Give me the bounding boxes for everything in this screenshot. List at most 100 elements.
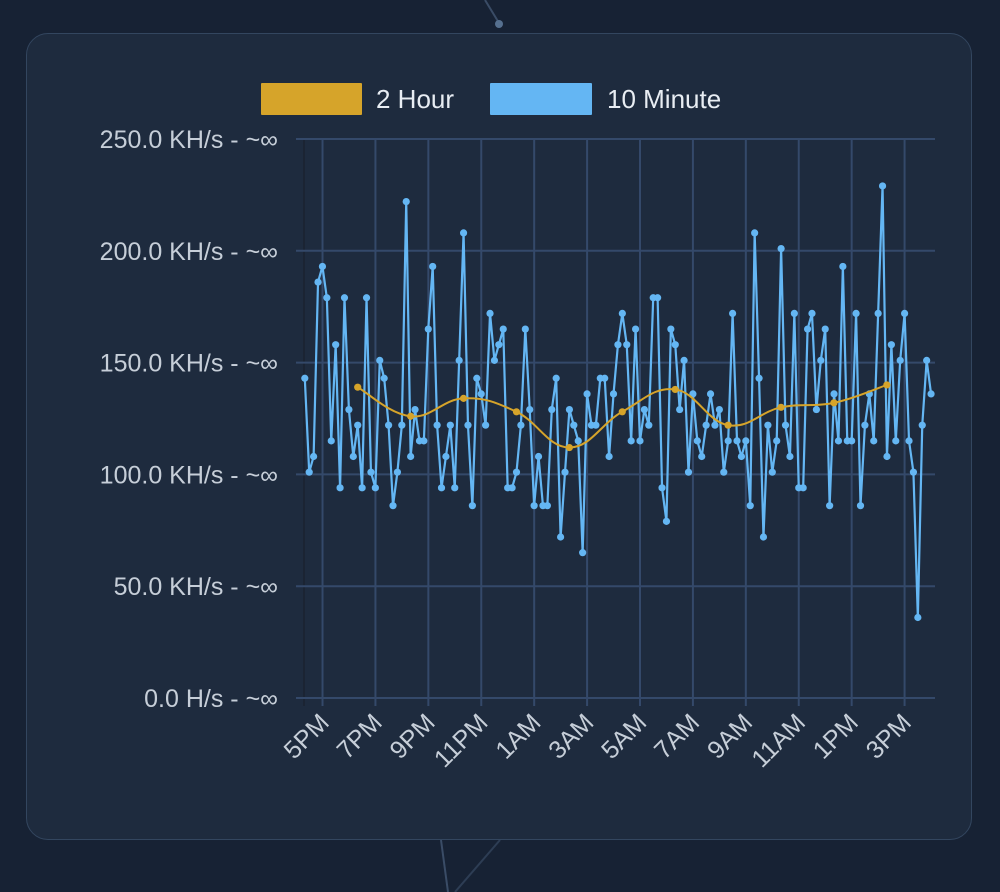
data-point-10-minute[interactable] <box>495 341 503 349</box>
data-point-10-minute[interactable] <box>751 229 759 237</box>
data-point-10-minute[interactable] <box>742 437 750 445</box>
data-point-10-minute[interactable] <box>548 405 556 414</box>
data-point-10-minute[interactable] <box>442 452 450 461</box>
data-point-10-minute[interactable] <box>437 484 446 492</box>
data-point-10-minute[interactable] <box>446 421 454 429</box>
data-point-10-minute[interactable] <box>883 452 891 461</box>
data-point-10-minute[interactable] <box>340 294 349 302</box>
data-point-10-minute[interactable] <box>777 244 785 253</box>
legend-swatch-10-minute[interactable] <box>490 83 592 115</box>
data-point-10-minute[interactable] <box>715 405 723 414</box>
data-point-10-minute[interactable] <box>380 374 388 382</box>
data-point-10-minute[interactable] <box>821 325 829 333</box>
data-point-10-minute[interactable] <box>349 452 357 461</box>
data-point-10-minute[interactable] <box>468 502 476 510</box>
data-point-10-minute[interactable] <box>654 294 662 302</box>
data-point-10-minute[interactable] <box>490 356 499 364</box>
data-point-10-minute[interactable] <box>583 390 591 398</box>
data-point-10-minute[interactable] <box>517 421 525 429</box>
legend[interactable]: 2 Hour 10 Minute <box>261 83 721 115</box>
data-point-10-minute[interactable] <box>887 341 895 349</box>
data-point-10-minute[interactable] <box>896 356 904 364</box>
data-point-10-minute[interactable] <box>636 437 644 445</box>
data-point-10-minute[interactable] <box>764 421 772 429</box>
data-point-10-minute[interactable] <box>314 278 322 286</box>
data-point-10-minute[interactable] <box>592 421 600 429</box>
data-point-10-minute[interactable] <box>640 405 648 414</box>
data-point-10-minute[interactable] <box>826 502 834 510</box>
data-point-10-minute[interactable] <box>411 405 419 414</box>
data-point-10-minute[interactable] <box>892 437 900 445</box>
data-point-2-hour[interactable] <box>354 383 362 391</box>
data-point-10-minute[interactable] <box>658 484 666 492</box>
data-point-2-hour[interactable] <box>830 399 838 407</box>
data-point-10-minute[interactable] <box>459 229 468 237</box>
data-point-10-minute[interactable] <box>627 437 635 445</box>
data-point-2-hour[interactable] <box>724 421 732 429</box>
data-point-10-minute[interactable] <box>729 309 737 318</box>
data-point-10-minute[interactable] <box>923 356 931 364</box>
data-point-2-hour[interactable] <box>671 385 679 394</box>
data-point-10-minute[interactable] <box>724 437 732 445</box>
data-point-2-hour[interactable] <box>883 381 891 389</box>
data-point-10-minute[interactable] <box>486 309 494 318</box>
data-point-10-minute[interactable] <box>852 309 860 318</box>
data-point-10-minute[interactable] <box>393 468 402 476</box>
data-point-10-minute[interactable] <box>803 325 812 333</box>
data-point-10-minute[interactable] <box>433 421 441 429</box>
data-point-10-minute[interactable] <box>698 452 706 461</box>
data-point-10-minute[interactable] <box>781 421 790 429</box>
data-point-10-minute[interactable] <box>512 468 521 476</box>
data-point-10-minute[interactable] <box>508 484 516 492</box>
data-point-10-minute[interactable] <box>905 437 913 445</box>
data-point-10-minute[interactable] <box>737 452 746 461</box>
data-point-10-minute[interactable] <box>526 405 534 414</box>
data-point-10-minute[interactable] <box>768 468 776 476</box>
data-point-10-minute[interactable] <box>601 374 609 382</box>
data-point-10-minute[interactable] <box>323 294 331 302</box>
data-point-10-minute[interactable] <box>711 421 719 429</box>
data-point-2-hour[interactable] <box>512 408 521 416</box>
legend-label-2-hour[interactable]: 2 Hour <box>376 84 454 114</box>
data-point-10-minute[interactable] <box>429 262 437 271</box>
data-point-10-minute[interactable] <box>499 325 507 333</box>
data-point-10-minute[interactable] <box>579 549 587 557</box>
data-point-10-minute[interactable] <box>773 437 781 445</box>
data-point-10-minute[interactable] <box>455 356 463 364</box>
data-point-10-minute[interactable] <box>534 452 543 461</box>
data-point-10-minute[interactable] <box>345 405 353 414</box>
data-point-10-minute[interactable] <box>556 533 565 541</box>
data-point-10-minute[interactable] <box>830 390 838 398</box>
data-point-10-minute[interactable] <box>909 468 918 476</box>
data-point-10-minute[interactable] <box>667 325 675 333</box>
data-point-10-minute[interactable] <box>786 452 794 461</box>
data-point-10-minute[interactable] <box>477 390 485 398</box>
data-point-10-minute[interactable] <box>543 502 551 510</box>
data-point-10-minute[interactable] <box>918 421 926 429</box>
data-point-10-minute[interactable] <box>402 198 410 206</box>
data-point-10-minute[interactable] <box>398 421 406 429</box>
data-point-10-minute[interactable] <box>367 468 375 476</box>
data-point-10-minute[interactable] <box>706 390 715 398</box>
data-point-10-minute[interactable] <box>755 374 763 382</box>
data-point-10-minute[interactable] <box>662 517 671 525</box>
data-point-10-minute[interactable] <box>759 533 768 541</box>
data-point-10-minute[interactable] <box>645 421 653 429</box>
data-point-10-minute[interactable] <box>424 325 432 333</box>
data-point-10-minute[interactable] <box>521 325 529 333</box>
data-point-10-minute[interactable] <box>817 356 825 364</box>
data-point-10-minute[interactable] <box>451 484 459 492</box>
data-point-10-minute[interactable] <box>336 484 344 492</box>
data-point-10-minute[interactable] <box>354 421 362 429</box>
data-point-10-minute[interactable] <box>389 502 397 510</box>
data-point-10-minute[interactable] <box>318 262 327 271</box>
data-point-2-hour[interactable] <box>777 403 785 411</box>
data-point-10-minute[interactable] <box>605 452 613 461</box>
data-point-10-minute[interactable] <box>614 341 622 349</box>
data-point-10-minute[interactable] <box>376 356 384 364</box>
data-point-10-minute[interactable] <box>861 421 869 429</box>
data-point-10-minute[interactable] <box>407 452 415 461</box>
data-point-10-minute[interactable] <box>684 468 693 476</box>
data-point-10-minute[interactable] <box>371 484 379 492</box>
data-point-10-minute[interactable] <box>358 484 366 492</box>
